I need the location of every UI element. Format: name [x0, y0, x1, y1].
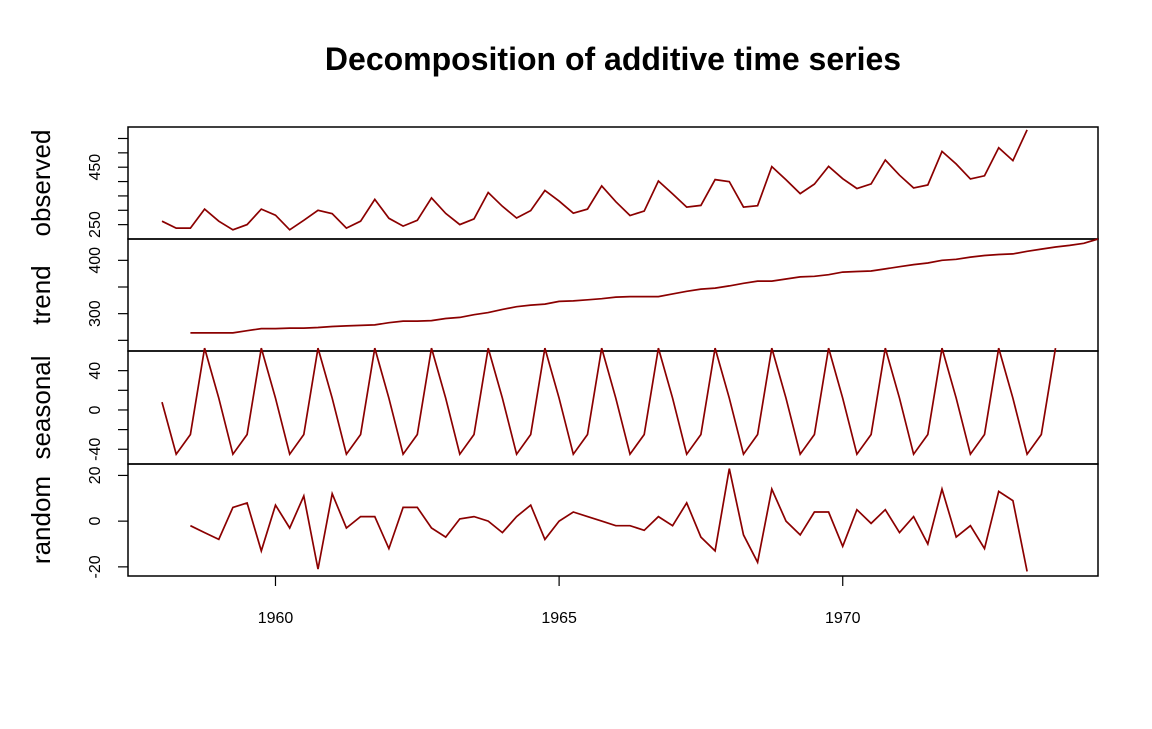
y-tick-label-random-20: 20 [87, 466, 104, 484]
series-line-observed [161, 129, 1028, 231]
panel-frame-trend [127, 238, 1099, 352]
panel-frame-seasonal [127, 350, 1099, 465]
panel-seasonal: -40 0 40 seasonal [26, 347, 1099, 465]
y-tick-label-seasonal-0: 0 [87, 405, 104, 414]
y-axis-random: -20 0 20 [87, 466, 128, 578]
panel-frame-random [127, 463, 1099, 577]
series-line-random [190, 468, 1028, 572]
panel-label-seasonal: seasonal [26, 355, 56, 459]
panel-random: -20 0 20 random [26, 463, 1099, 578]
panels-group: 250450observed300400trend-40040seasonal-… [26, 126, 1099, 578]
y-tick-label-seasonal-40: 40 [87, 362, 104, 380]
panel-label-random: random [26, 476, 56, 564]
y-axis-trend: 300 400 [87, 247, 128, 341]
x-tick-label-1960: 1960 [258, 610, 294, 627]
chart-title: Decomposition of additive time series [325, 41, 901, 77]
x-tick-label-1965: 1965 [541, 610, 577, 627]
y-axis-observed: 250 450 [87, 137, 128, 238]
y-tick-label-trend-300: 300 [87, 300, 104, 327]
y-tick-label-seasonal--40: -40 [87, 438, 104, 461]
y-tick-label-trend-400: 400 [87, 247, 104, 274]
y-tick-label-observed-250: 250 [87, 211, 104, 238]
panel-label-trend: trend [26, 265, 56, 324]
panel-label-observed: observed [26, 130, 56, 237]
panel-observed: 250 450 observed [26, 126, 1099, 240]
series-line-seasonal [161, 347, 1057, 457]
x-axis: 1960 1965 1970 [258, 576, 861, 627]
series-line-trend [190, 238, 1099, 334]
panel-trend: 300 400 trend [26, 238, 1099, 352]
panel-frame-observed [127, 126, 1099, 240]
y-tick-label-random--20: -20 [87, 555, 104, 578]
x-tick-label-1970: 1970 [825, 610, 861, 627]
y-tick-label-random-0: 0 [87, 517, 104, 526]
y-tick-label-observed-450: 450 [87, 154, 104, 181]
y-axis-seasonal: -40 0 40 [87, 362, 128, 461]
